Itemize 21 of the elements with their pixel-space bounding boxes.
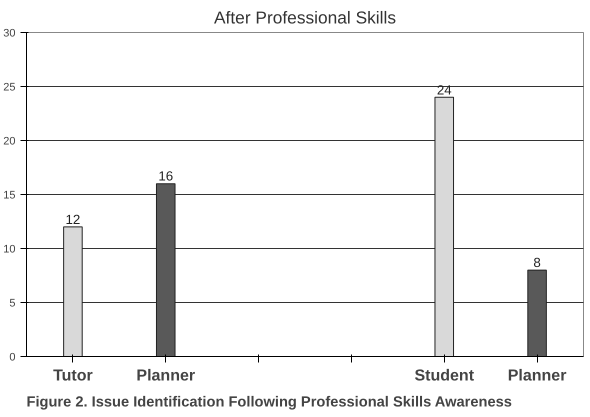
data-label: 8 <box>533 255 541 270</box>
x-tick-label: Tutor <box>53 368 93 384</box>
y-tick-label: 0 <box>9 352 16 364</box>
data-label: 16 <box>158 168 174 184</box>
x-tick-label: Student <box>414 368 475 384</box>
y-tick-label: 20 <box>3 136 16 148</box>
caption: Figure 2. Issue Identification Following Professional Skills Awareness <box>26 394 512 410</box>
bar <box>434 96 454 356</box>
y-tick-label: 25 <box>3 82 16 94</box>
y-tick-label: 5 <box>9 298 16 310</box>
data-label: 12 <box>66 212 80 227</box>
y-tick-label: 10 <box>3 244 16 256</box>
x-tick-label: Planner <box>508 368 566 384</box>
bar <box>527 270 547 356</box>
x-tick-label: Planner <box>136 368 196 384</box>
bar <box>63 226 83 356</box>
data-label: 24 <box>436 82 452 98</box>
y-tick-label: 30 <box>3 28 16 40</box>
bar <box>156 183 176 356</box>
chart-title: After Professional Skills <box>214 8 396 28</box>
y-tick-label: 15 <box>3 190 16 202</box>
